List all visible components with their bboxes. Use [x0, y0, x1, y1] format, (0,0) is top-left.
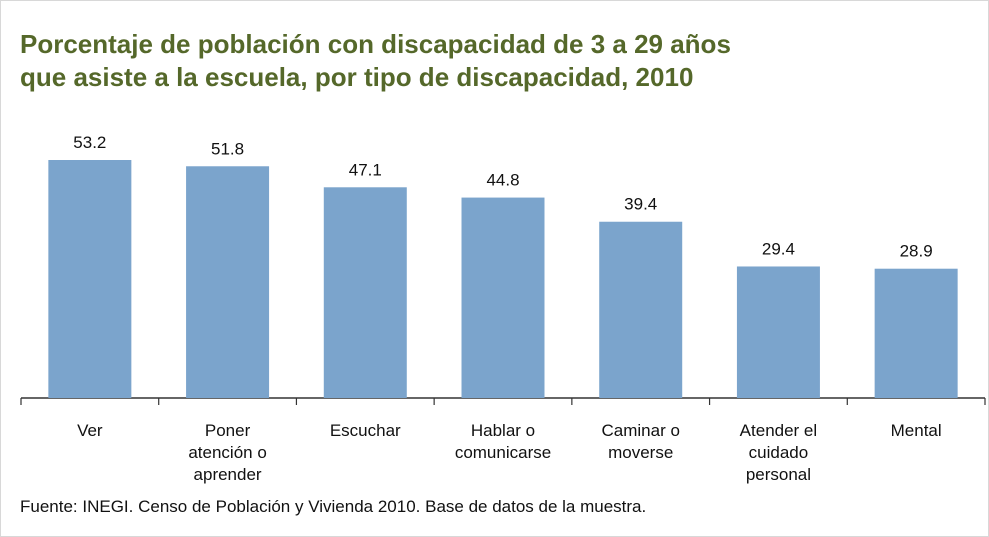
value-label: 39.4 [624, 195, 657, 214]
value-label: 53.2 [73, 133, 106, 152]
x-tick-label: Atender el cuidado personal [739, 421, 818, 484]
chart-title: Porcentaje de población con discapacidad… [20, 29, 731, 92]
bar [186, 166, 270, 398]
value-label: 51.8 [211, 139, 244, 158]
x-tick-label: Hablar o comunicarse [454, 421, 552, 462]
bar [736, 266, 820, 398]
x-tick-label: Poner atención o aprender [188, 421, 267, 484]
bar [461, 197, 545, 398]
value-label: 28.9 [900, 242, 933, 261]
bar [874, 268, 958, 398]
x-tick-label: Escuchar [329, 421, 401, 440]
x-tick-label: Caminar o moverse [601, 421, 680, 462]
bar [48, 160, 132, 398]
bar [323, 187, 407, 398]
bar [599, 221, 683, 398]
value-label: 29.4 [762, 239, 795, 258]
x-tick-label: Ver [77, 421, 103, 440]
x-tick-label: Mental [890, 421, 942, 440]
source-note: Fuente: INEGI. Censo de Población y Vivi… [20, 497, 647, 516]
value-label: 47.1 [349, 160, 382, 179]
value-label: 44.8 [486, 171, 519, 190]
